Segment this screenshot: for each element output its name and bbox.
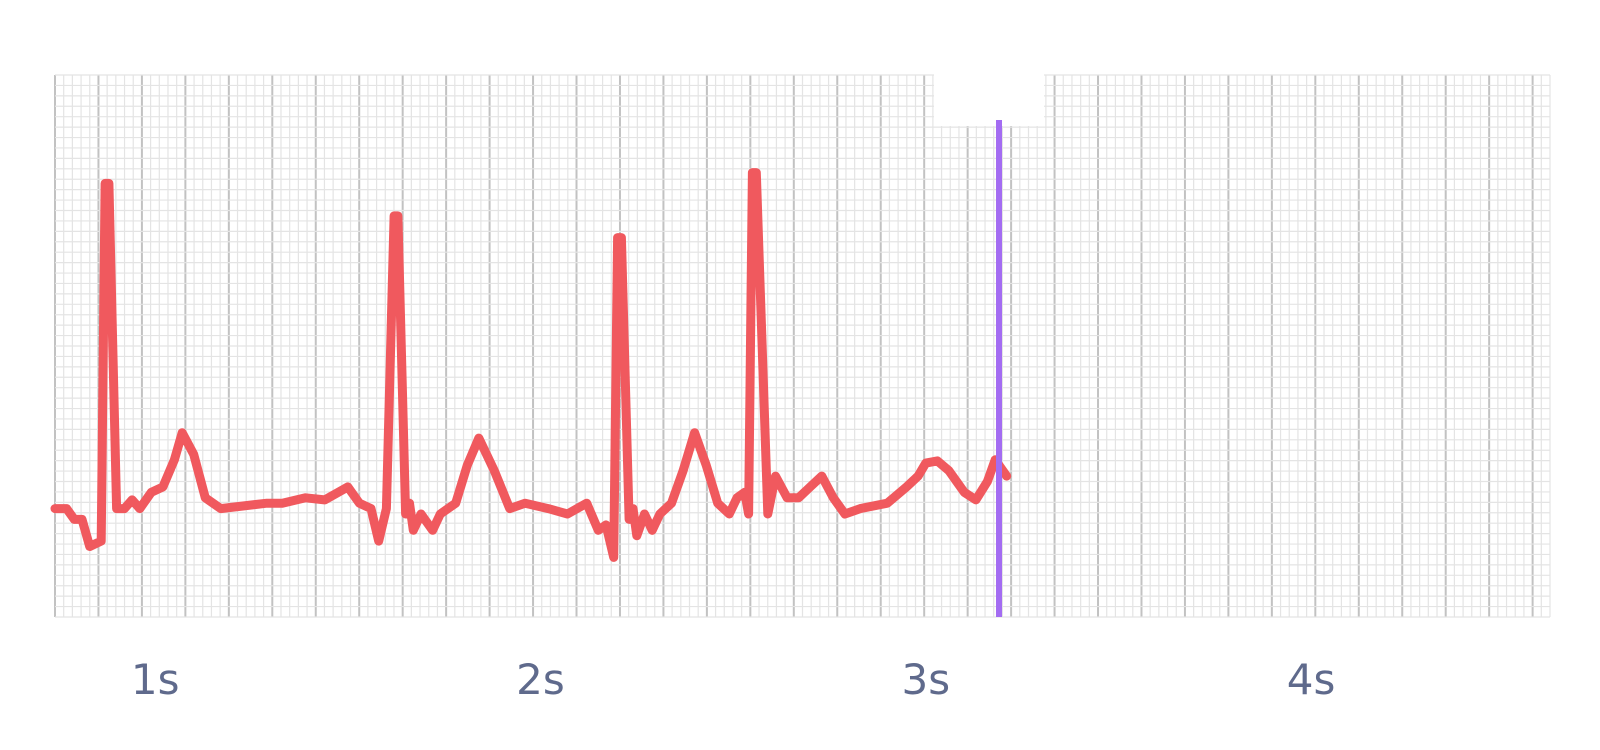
x-tick-label: 4s <box>1287 655 1336 704</box>
x-tick-label: 1s <box>131 655 180 704</box>
ecg-grid <box>54 74 1551 618</box>
cursor-tooltip-box <box>934 74 1044 126</box>
ecg-trace-line <box>50 168 1012 562</box>
x-axis-tick-labels: 1s 2s 3s 4s <box>131 655 1336 704</box>
ecg-trace-layer <box>50 168 1012 562</box>
x-tick-label: 2s <box>516 655 565 704</box>
x-tick-label: 3s <box>901 655 950 704</box>
